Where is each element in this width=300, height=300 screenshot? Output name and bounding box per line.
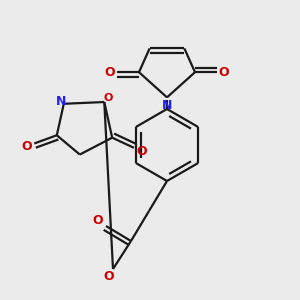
Text: O: O (93, 214, 103, 227)
Text: N: N (162, 99, 172, 112)
Text: O: O (104, 269, 114, 283)
Text: O: O (21, 140, 32, 153)
Text: N: N (56, 95, 66, 108)
Text: O: O (103, 93, 113, 103)
Text: O: O (219, 66, 229, 79)
Text: O: O (136, 145, 146, 158)
Text: O: O (105, 66, 115, 79)
